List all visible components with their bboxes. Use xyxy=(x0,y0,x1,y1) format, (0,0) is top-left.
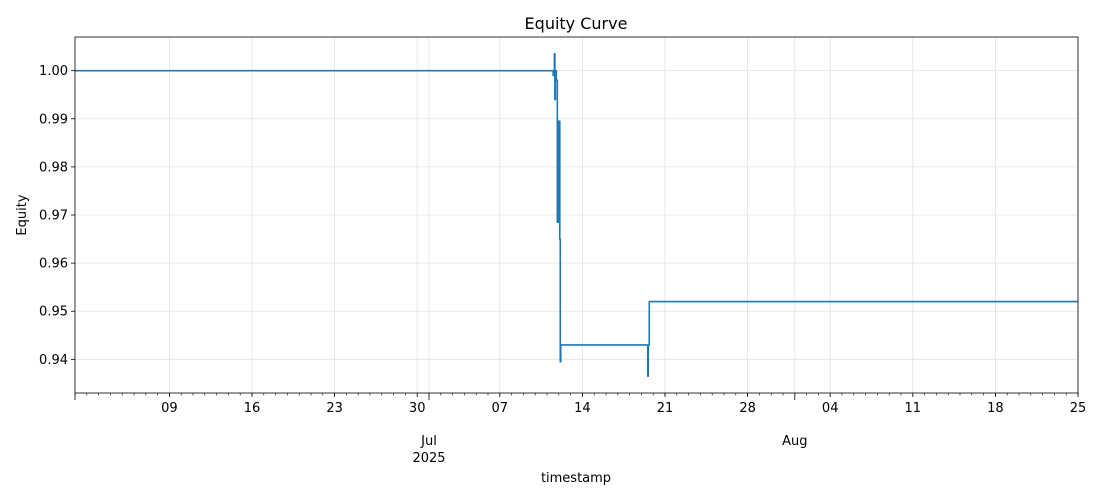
y-tick: 1.00 xyxy=(39,64,75,79)
x-minor-tick: 30 xyxy=(409,393,426,416)
x-minor-tick-label: 14 xyxy=(574,401,591,416)
x-minor-tick: 07 xyxy=(492,393,509,416)
y-tick-label: 0.97 xyxy=(39,209,68,224)
y-tick-label: 1.00 xyxy=(39,64,68,79)
x-minor-tick-label: 21 xyxy=(657,401,674,416)
y-tick: 0.99 xyxy=(39,112,75,127)
y-tick: 0.98 xyxy=(39,160,75,175)
x-axis: 09 16 23 30 07 14 21 28 04 11 18 25 Jul 2025 Aug xyxy=(74,393,1087,466)
y-tick: 0.94 xyxy=(39,353,75,368)
x-major-tick: Aug xyxy=(782,393,807,449)
x-minor-tick-label: 04 xyxy=(822,401,839,416)
x-major-tick-sublabel: 2025 xyxy=(412,451,445,466)
x-minor-tick-label: 25 xyxy=(1070,401,1087,416)
y-axis-label: Equity xyxy=(15,194,30,235)
x-minor-tick-label: 30 xyxy=(409,401,426,416)
x-axis-label: timestamp xyxy=(541,471,611,486)
y-tick-label: 0.94 xyxy=(39,353,68,368)
x-major-tick: Jul 2025 xyxy=(412,393,446,466)
equity-series-line xyxy=(75,53,1078,377)
x-minor-tick: 04 xyxy=(822,393,839,416)
x-minor-tick: 28 xyxy=(739,393,756,416)
x-minor-tick-label: 28 xyxy=(739,401,756,416)
x-minor-tick-label: 23 xyxy=(326,401,343,416)
y-tick-label: 0.96 xyxy=(39,257,68,272)
x-minor-tick: 18 xyxy=(987,393,1004,416)
x-minor-tick: 09 xyxy=(161,393,178,416)
x-minor-tick-label: 07 xyxy=(492,401,509,416)
x-minor-tick: 25 xyxy=(1070,393,1087,416)
x-minor-tick: 14 xyxy=(574,393,591,416)
x-minor-tick-label: 16 xyxy=(244,401,261,416)
y-tick-label: 0.99 xyxy=(39,112,68,127)
x-major-tick-label: Aug xyxy=(782,434,807,449)
x-minor-tick: 11 xyxy=(905,393,922,416)
grid xyxy=(75,37,1079,393)
chart-title: Equity Curve xyxy=(525,14,628,33)
x-minor-tick-label: 18 xyxy=(987,401,1004,416)
y-axis: 0.94 0.95 0.96 0.97 0.98 0.99 1.00 xyxy=(39,64,75,368)
x-minor-tick: 21 xyxy=(657,393,674,416)
y-tick: 0.97 xyxy=(39,209,75,224)
y-tick-label: 0.98 xyxy=(39,160,68,175)
y-tick: 0.95 xyxy=(39,305,75,320)
x-minor-tick-label: 11 xyxy=(905,401,922,416)
y-tick: 0.96 xyxy=(39,257,75,272)
x-minor-tick-label: 09 xyxy=(161,401,178,416)
y-tick-label: 0.95 xyxy=(39,305,68,320)
series-layer xyxy=(75,53,1078,377)
x-minor-tick: 23 xyxy=(326,393,343,416)
x-minor-tick: 16 xyxy=(244,393,261,416)
x-major-tick-label: Jul xyxy=(420,434,437,449)
